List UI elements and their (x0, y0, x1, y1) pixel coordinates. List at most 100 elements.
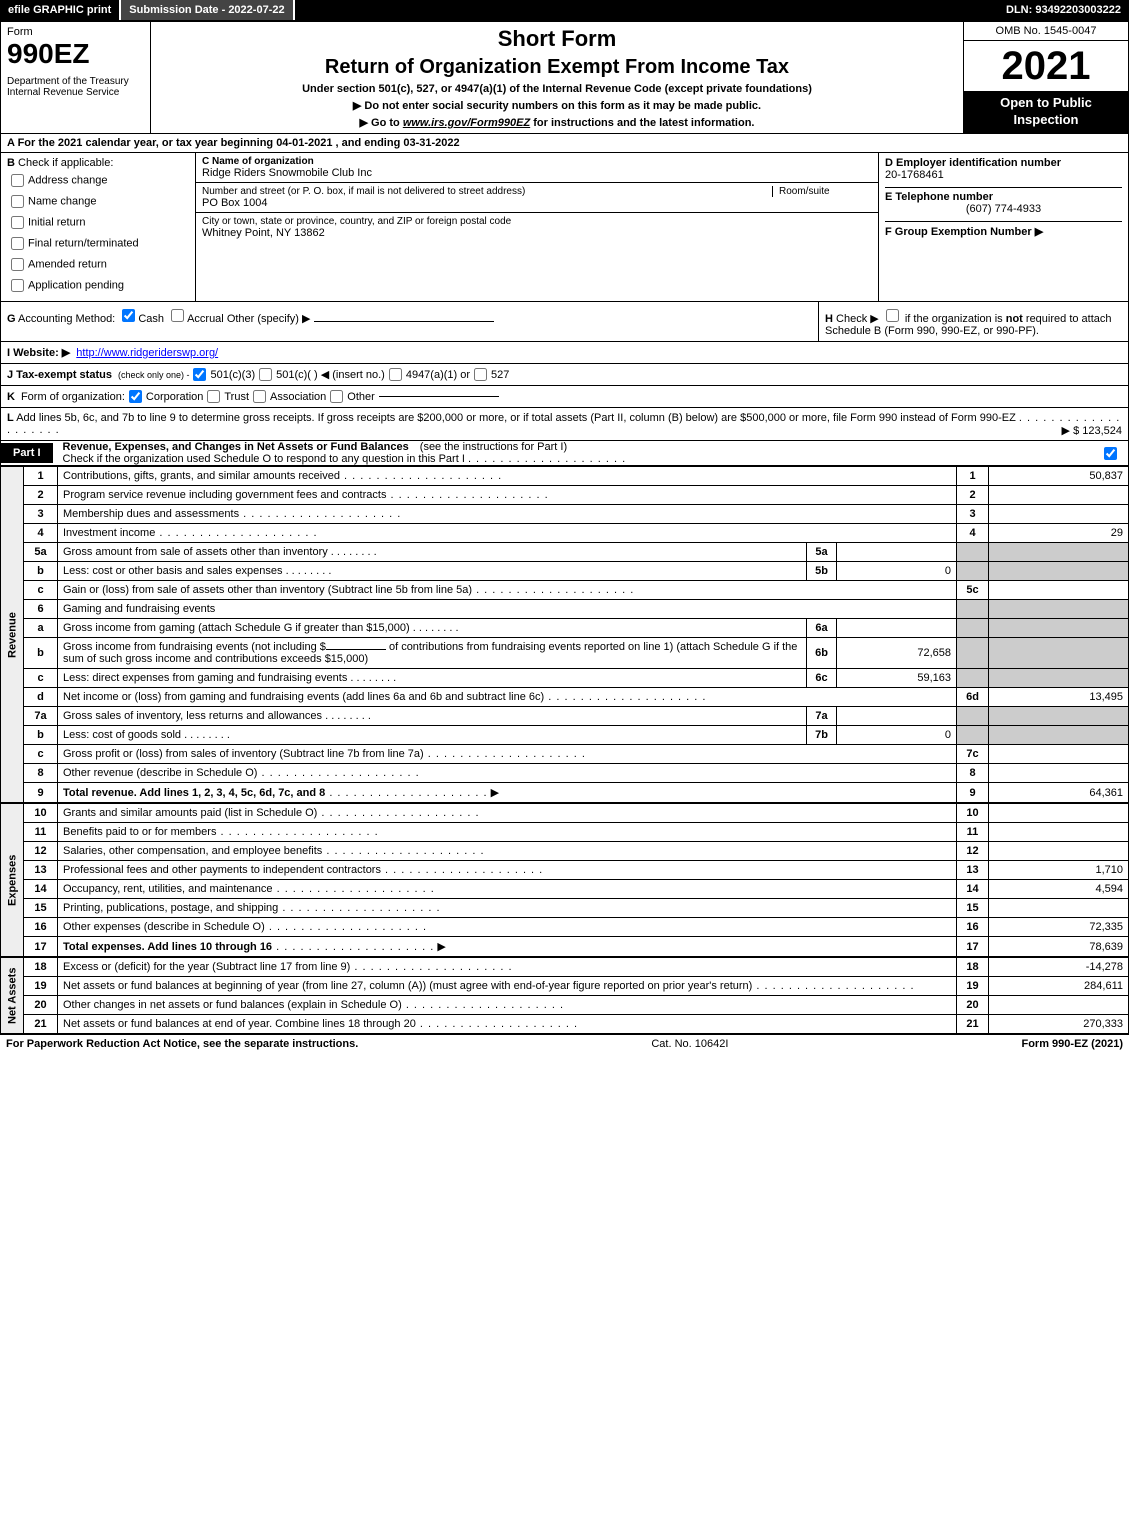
chk-h[interactable] (886, 309, 899, 322)
table-row: bGross income from fundraising events (n… (1, 638, 1129, 669)
line-num: 1 (24, 467, 58, 486)
sub-value (837, 619, 957, 638)
sub-line-num: 6c (807, 669, 837, 688)
table-row: 17Total expenses. Add lines 10 through 1… (1, 937, 1129, 957)
table-row: aGross income from gaming (attach Schedu… (1, 619, 1129, 638)
table-row: bLess: cost or other basis and sales exp… (1, 562, 1129, 581)
h-box: H Check ▶ if the organization is not req… (818, 302, 1128, 341)
chk-pending-box[interactable] (11, 279, 24, 292)
table-row: 11Benefits paid to or for members11 (1, 823, 1129, 842)
table-row: bLess: cost of goods sold7b0 (1, 726, 1129, 745)
chk-4947[interactable] (389, 368, 402, 381)
line-desc: Gross profit or (loss) from sales of inv… (58, 745, 957, 764)
footer-center: Cat. No. 10642I (651, 1038, 728, 1050)
phone-value: (607) 774-4933 (885, 203, 1122, 215)
line-desc: Benefits paid to or for members (58, 823, 957, 842)
table-row: 13Professional fees and other payments t… (1, 861, 1129, 880)
result-line-num: 8 (957, 764, 989, 783)
chk-501c[interactable] (259, 368, 272, 381)
table-row: 7aGross sales of inventory, less returns… (1, 707, 1129, 726)
line-num: 12 (24, 842, 58, 861)
chk-trust[interactable] (207, 390, 220, 403)
line-i: I Website: ▶ http://www.ridgeriderswp.or… (0, 342, 1129, 364)
instr-goto-pre: ▶ Go to (360, 117, 403, 129)
room-label: Room/suite (772, 186, 872, 197)
line-desc: Less: cost or other basis and sales expe… (58, 562, 807, 581)
chk-address: Address change (7, 171, 189, 190)
result-value: 50,837 (989, 467, 1129, 486)
line-num: a (24, 619, 58, 638)
line-desc: Net assets or fund balances at end of ye… (58, 1015, 957, 1034)
table-row: 4Investment income429 (1, 524, 1129, 543)
irs-link[interactable]: www.irs.gov/Form990EZ (403, 117, 530, 129)
grey-cell (989, 619, 1129, 638)
line-num: c (24, 745, 58, 764)
line-num: 16 (24, 918, 58, 937)
result-line-num: 4 (957, 524, 989, 543)
grey-cell (957, 600, 989, 619)
part1-checkbox[interactable] (1104, 447, 1117, 460)
result-line-num: 16 (957, 918, 989, 937)
h-pre: Check ▶ (836, 313, 879, 325)
chk-corp[interactable] (129, 390, 142, 403)
line-desc: Gross amount from sale of assets other t… (58, 543, 807, 562)
result-value (989, 581, 1129, 600)
line-num: b (24, 562, 58, 581)
line-num: 5a (24, 543, 58, 562)
sub-line-num: 7a (807, 707, 837, 726)
result-value (989, 486, 1129, 505)
accrual-lbl: Accrual (187, 313, 224, 325)
short-form-title: Short Form (157, 26, 957, 52)
line-num: 4 (24, 524, 58, 543)
chk-final-box[interactable] (11, 237, 24, 250)
line-g-h: G Accounting Method: Cash Accrual Other … (0, 302, 1129, 342)
line-desc: Other changes in net assets or fund bala… (58, 996, 957, 1015)
table-row: cGross profit or (loss) from sales of in… (1, 745, 1129, 764)
website-link[interactable]: http://www.ridgeriderswp.org/ (76, 347, 218, 359)
org-name: Ridge Riders Snowmobile Club Inc (202, 167, 872, 179)
header-left: Form 990EZ Department of the Treasury In… (1, 22, 151, 133)
line-desc: Occupancy, rent, utilities, and maintena… (58, 880, 957, 899)
chk-cash[interactable] (122, 309, 135, 322)
chk-other-k[interactable] (330, 390, 343, 403)
side-label: Expenses (1, 804, 24, 957)
dept-label: Department of the Treasury Internal Reve… (7, 76, 144, 98)
j-opt3: 4947(a)(1) or (406, 369, 470, 381)
line-desc: Investment income (58, 524, 957, 543)
chk-527[interactable] (474, 368, 487, 381)
result-line-num: 17 (957, 937, 989, 957)
table-row: 16Other expenses (describe in Schedule O… (1, 918, 1129, 937)
chk-accrual[interactable] (171, 309, 184, 322)
chk-assoc[interactable] (253, 390, 266, 403)
chk-501c3[interactable] (193, 368, 206, 381)
chk-initial: Initial return (7, 213, 189, 232)
result-line-num: 19 (957, 977, 989, 996)
grey-cell (989, 600, 1129, 619)
line-num: 8 (24, 764, 58, 783)
line-num: 14 (24, 880, 58, 899)
chk-amended-box[interactable] (11, 258, 24, 271)
result-value: 4,594 (989, 880, 1129, 899)
chk-address-box[interactable] (11, 174, 24, 187)
part1-badge: Part I (1, 443, 53, 463)
result-line-num: 10 (957, 804, 989, 823)
result-value (989, 804, 1129, 823)
grey-cell (989, 726, 1129, 745)
result-line-num: 6d (957, 688, 989, 707)
result-value: 29 (989, 524, 1129, 543)
result-line-num: 2 (957, 486, 989, 505)
table-row: 12Salaries, other compensation, and empl… (1, 842, 1129, 861)
chk-name-lbl: Name change (28, 195, 97, 207)
instr-goto-post: for instructions and the latest informat… (530, 117, 754, 129)
result-value (989, 745, 1129, 764)
table-row: 5aGross amount from sale of assets other… (1, 543, 1129, 562)
line-desc: Grants and similar amounts paid (list in… (58, 804, 957, 823)
line-num: 6 (24, 600, 58, 619)
sub-line-num: 5a (807, 543, 837, 562)
chk-initial-box[interactable] (11, 216, 24, 229)
line-desc: Printing, publications, postage, and shi… (58, 899, 957, 918)
result-line-num: 1 (957, 467, 989, 486)
grey-cell (989, 707, 1129, 726)
chk-name-box[interactable] (11, 195, 24, 208)
other-lbl: Other (specify) ▶ (227, 313, 311, 325)
